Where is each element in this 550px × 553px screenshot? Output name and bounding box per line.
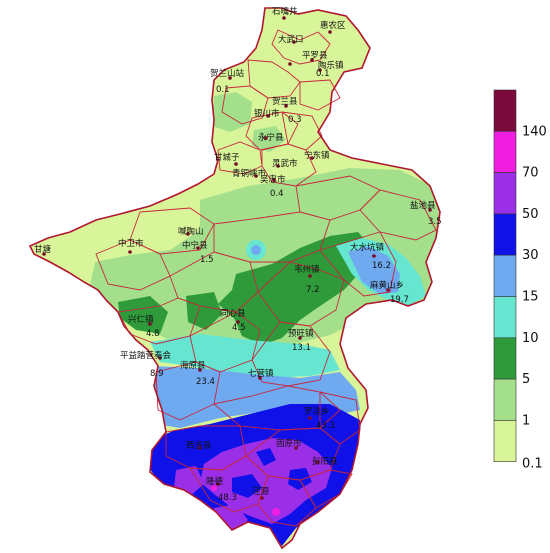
zone-1mm-sandlake (252, 126, 286, 152)
place-label: 喊陶山 (178, 226, 204, 237)
legend-swatch (493, 296, 517, 339)
legend-label: 0.1 (522, 457, 543, 472)
value-label: 1.5 (200, 255, 214, 265)
value-label: 43.3 (316, 421, 335, 431)
place-label: 预旺镇 (288, 328, 314, 339)
place-label: 隆德 (206, 476, 224, 487)
legend-label: 50 (522, 207, 539, 222)
zone-15mm-south (150, 366, 360, 428)
value-label: 8.9 (150, 369, 164, 379)
place-label: 泾源 (252, 487, 270, 497)
value-label: 0.1 (316, 69, 330, 79)
value-label: 13.1 (292, 343, 311, 353)
zone-15mm-cell (251, 245, 261, 255)
place-label: 中卫市 (118, 238, 144, 249)
place-label: 大武口 (278, 34, 304, 45)
legend-swatch (493, 378, 517, 421)
place-label: 贺兰县 (272, 96, 298, 107)
place-label: 中宁县 (182, 240, 208, 251)
value-label: 3.5 (428, 217, 442, 227)
legend-label: 30 (522, 248, 539, 263)
value-label: 4.8 (146, 329, 160, 339)
zone-10mm-south (150, 334, 340, 378)
place-label: 麻黄山乡 (370, 280, 404, 291)
legend-swatch (493, 213, 517, 256)
place-label: 宁东镇 (304, 150, 330, 161)
legend-label: 70 (522, 166, 539, 181)
value-label: 7.2 (306, 285, 320, 295)
place-label: 大水坑镇 (350, 242, 385, 253)
place-label: 韦州镇 (294, 264, 320, 275)
legend-label: 15 (522, 290, 539, 305)
legend-swatch (493, 337, 517, 380)
place-label: 盐池县 (410, 200, 436, 211)
place-label: 同心县 (220, 309, 246, 319)
value-label: 16.2 (372, 261, 391, 271)
value-label: 4.5 (232, 323, 246, 333)
legend-label: 10 (522, 331, 539, 346)
place-label: 惠农区 (320, 20, 346, 31)
admin-boundaries (95, 29, 437, 527)
place-label: 兴仁镇 (128, 314, 154, 325)
value-label: 19.7 (390, 295, 409, 305)
place-label: 西吉县 (186, 441, 212, 451)
zone-5mm (218, 232, 372, 345)
place-label: 罗洼乡 (304, 406, 330, 417)
value-label: 23.4 (196, 377, 215, 387)
legend-label: 5 (522, 372, 530, 387)
place-label: 银川市 (254, 108, 280, 119)
place-label: 平罗县 (302, 51, 328, 61)
zone-70mm-cell-2 (211, 485, 217, 491)
place-label: 甘城子 (214, 152, 240, 163)
place-label: 贺兰山站 (210, 68, 245, 79)
legend-swatch (493, 420, 517, 462)
place-labels: 石嘴井 惠农区 大武口 平罗县 陶乐镇 贺兰山站 贺兰县 银川市 永宁县 宁东镇… (34, 6, 436, 497)
place-label: 海原县 (180, 360, 206, 371)
place-label: 平益踏营奏会 (120, 350, 172, 361)
legend: 140 70 50 30 15 10 5 1 0.1 (493, 89, 547, 472)
place-label: 灵武市 (272, 158, 298, 169)
station-markers (42, 16, 432, 500)
legend-swatch (493, 254, 517, 297)
place-label: 永宁县 (258, 132, 284, 143)
value-label: 0.1 (216, 85, 230, 95)
place-label: 彭阳县 (312, 456, 338, 467)
place-label: 固原市 (276, 438, 302, 449)
place-label: 青铜峡市 (232, 168, 267, 179)
zone-70mm-cell (272, 508, 280, 516)
legend-swatch (493, 172, 517, 215)
place-label: 七营镇 (248, 368, 274, 379)
zone-1mm-north (212, 92, 252, 132)
value-label: 0.4 (270, 189, 284, 199)
legend-label: 1 (522, 413, 530, 428)
zone-30mm-holes (232, 448, 312, 498)
value-label: 0.3 (288, 115, 302, 125)
place-label: 甘塘 (34, 244, 52, 255)
legend-label: 140 (522, 124, 547, 139)
legend-swatch (493, 89, 517, 132)
zone-5mm-west (118, 296, 168, 334)
zone-1mm-band (90, 168, 440, 350)
place-label: 吴忠市 (260, 174, 286, 185)
legend-swatch (493, 131, 517, 173)
place-label: 石嘴井 (272, 6, 298, 17)
zone-15mm (348, 246, 400, 294)
value-labels: 0.1 0.1 0.3 0.4 3.5 1.5 16.2 7.2 19.7 4.… (146, 69, 442, 503)
value-label: 48.3 (218, 493, 237, 503)
place-label: 陶乐镇 (318, 60, 344, 71)
